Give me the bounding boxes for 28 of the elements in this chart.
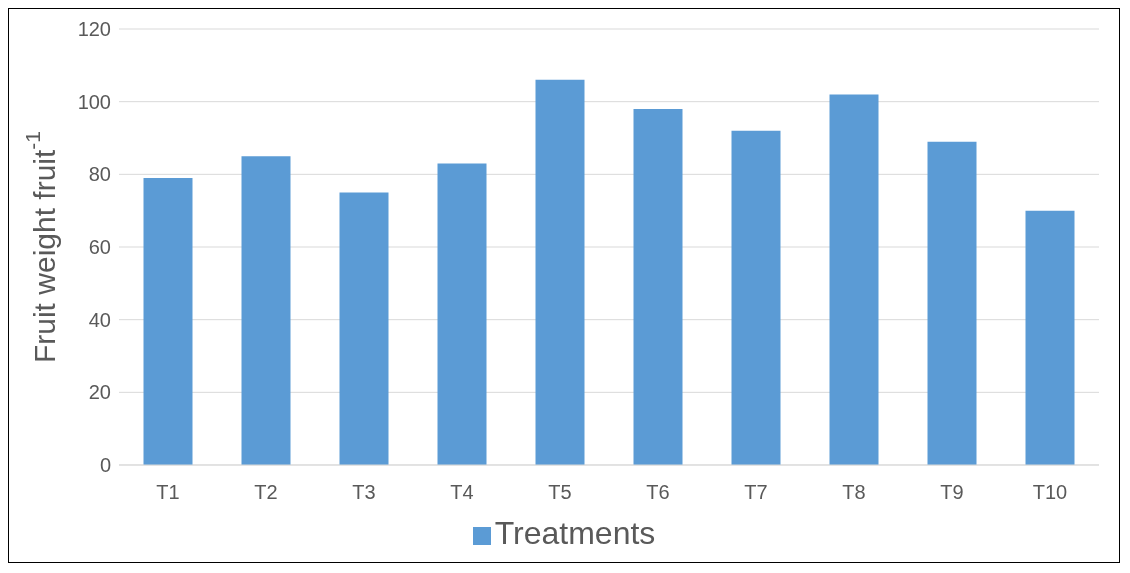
y-tick-label: 60	[88, 236, 111, 259]
bar	[339, 192, 389, 465]
y-tick-label: 20	[88, 381, 111, 404]
bar	[437, 163, 487, 465]
bar	[829, 94, 879, 465]
x-tick-label: T7	[744, 481, 768, 504]
y-tick-label: 40	[88, 308, 111, 331]
x-tick-label: T9	[940, 481, 964, 504]
bar	[1025, 210, 1075, 465]
y-tick-label: 80	[88, 163, 111, 186]
x-tick-label: T10	[1032, 481, 1068, 504]
x-tick-label: T5	[548, 481, 572, 504]
x-tick-label: T4	[450, 481, 474, 504]
x-tick-label: T6	[646, 481, 670, 504]
legend-label: Treatments	[494, 515, 656, 551]
y-tick-label: 120	[77, 18, 111, 41]
y-tick-label: 100	[77, 90, 111, 113]
x-tick-label: T1	[156, 481, 180, 504]
bar	[143, 177, 193, 465]
bar	[535, 79, 585, 465]
bar	[731, 130, 781, 465]
x-tick-label: T3	[352, 481, 376, 504]
x-tick-label: T2	[254, 481, 278, 504]
bar	[241, 156, 291, 465]
bar	[633, 108, 683, 465]
y-tick-label: 0	[99, 454, 111, 477]
x-tick-label: T8	[842, 481, 866, 504]
bar	[927, 141, 977, 465]
